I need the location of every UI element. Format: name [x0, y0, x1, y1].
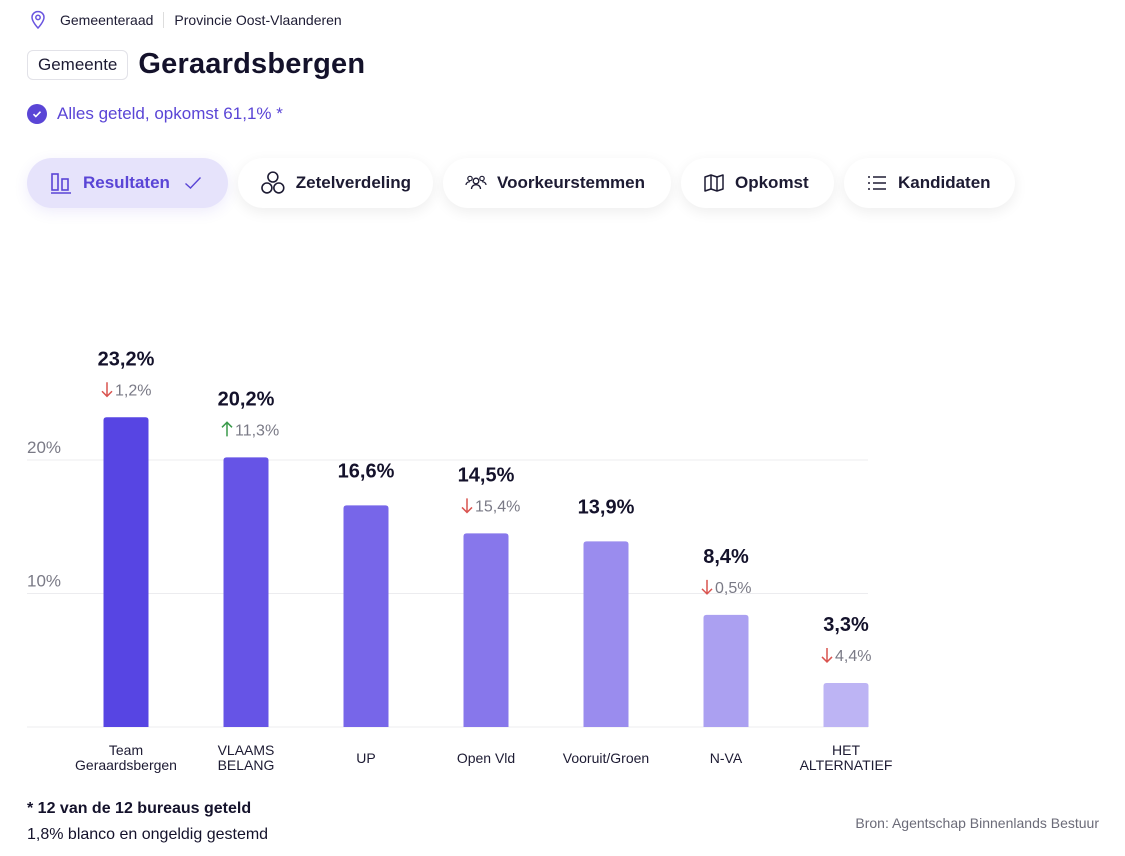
- value-label: 16,6%: [338, 460, 395, 482]
- municipality-badge: Gemeente: [27, 49, 129, 80]
- value-label: 20,2%: [218, 388, 275, 410]
- tab-kandidaten[interactable]: Kandidaten: [844, 158, 1015, 208]
- breadcrumb-item-provincie[interactable]: Provincie Oost-Vlaanderen: [174, 12, 342, 28]
- value-label: 8,4%: [703, 546, 749, 568]
- page-title: Geraardsbergen: [138, 48, 366, 80]
- value-label: 3,3%: [823, 614, 869, 636]
- people-icon: [465, 175, 487, 190]
- category-label: HET ALTERNATIEF: [800, 742, 893, 773]
- tab-voorkeurstemmen[interactable]: Voorkeurstemmen: [443, 158, 671, 208]
- value-label: 23,2%: [98, 348, 155, 370]
- category-label: Team Geraardsbergen: [75, 742, 177, 773]
- bar: [823, 682, 869, 727]
- status-text: Alles geteld, opkomst 61,1% *: [57, 104, 283, 123]
- bar: [343, 505, 389, 727]
- breadcrumb-item-gemeenteraad[interactable]: Gemeenteraad: [60, 12, 154, 28]
- tab-label: Kandidaten: [898, 173, 991, 192]
- y-tick-label: 10%: [27, 572, 61, 591]
- arrow-down-icon: [461, 498, 473, 514]
- bar: [703, 614, 749, 727]
- category-label: UP: [356, 750, 375, 766]
- tab-opkomst[interactable]: Opkomst: [681, 158, 834, 208]
- bar-chart-icon: [51, 173, 71, 194]
- map-pin-icon: [31, 10, 45, 30]
- y-tick-label: 20%: [27, 438, 61, 457]
- seat-circles-icon: [261, 171, 285, 194]
- bar: [583, 541, 629, 727]
- change-label: 1,2%: [115, 382, 151, 399]
- bar: [463, 533, 509, 727]
- checkmark-icon: [184, 177, 201, 189]
- change-label: 4,4%: [835, 648, 871, 665]
- category-label: Open Vld: [457, 750, 515, 766]
- arrow-down-icon: [701, 579, 713, 595]
- bureaus-counted-note: * 12 van de 12 bureaus geteld: [27, 800, 252, 817]
- arrow-down-icon: [101, 382, 113, 398]
- source-note: Bron: Agentschap Binnenlands Bestuur: [855, 815, 1099, 831]
- breadcrumb: Gemeenteraad Provincie Oost-Vlaanderen: [30, 8, 342, 32]
- blank-invalid-note: 1,8% blanco en ongeldig gestemd: [27, 826, 269, 843]
- list-icon: [868, 176, 886, 190]
- results-bar-chart: 10% 20% 23,2% 1,2% Team Geraardsbergen 20,2% 11…: [27, 348, 893, 773]
- arrow-down-icon: [821, 647, 833, 664]
- bar: [103, 417, 149, 727]
- count-status: Alles geteld, opkomst 61,1% *: [27, 104, 283, 124]
- category-label: VLAAMS BELANG: [218, 742, 275, 773]
- category-label: N-VA: [710, 750, 743, 766]
- tab-label: Opkomst: [735, 173, 809, 192]
- map-icon: [704, 174, 724, 192]
- value-label: 13,9%: [578, 496, 635, 518]
- breadcrumb-separator: [163, 12, 165, 28]
- bar: [223, 457, 269, 727]
- change-label: 0,5%: [715, 580, 751, 597]
- arrow-up-icon: [221, 421, 233, 437]
- header: Gemeente Geraardsbergen: [27, 48, 365, 81]
- tab-label: Resultaten: [83, 173, 170, 192]
- change-label: 15,4%: [475, 498, 520, 515]
- tab-zetelverdeling[interactable]: Zetelverdeling: [238, 158, 433, 208]
- tab-label: Voorkeurstemmen: [497, 173, 646, 192]
- check-circle-icon: [27, 104, 47, 124]
- tab-label: Zetelverdeling: [295, 173, 411, 192]
- view-tabs: Resultaten Zetelverdeling Voorkeurstemme…: [27, 158, 1025, 208]
- tab-resultaten[interactable]: Resultaten: [27, 158, 228, 208]
- category-label: Vooruit/Groen: [563, 750, 649, 766]
- change-label: 11,3%: [235, 422, 279, 439]
- value-label: 14,5%: [458, 464, 515, 486]
